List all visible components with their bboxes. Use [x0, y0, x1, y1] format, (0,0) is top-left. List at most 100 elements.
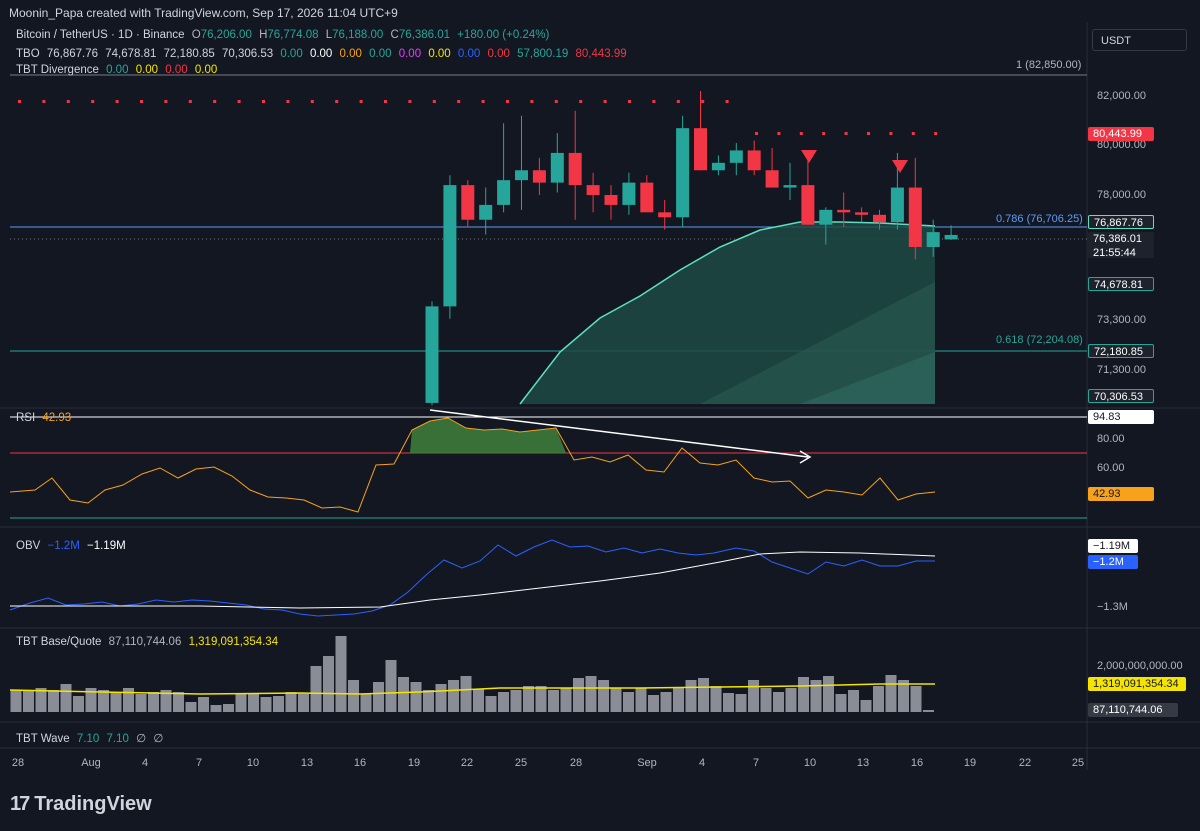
volume-bar	[698, 678, 709, 712]
time-axis-label: 13	[856, 757, 870, 769]
basequote-volume-tag: 87,110,744.06	[1088, 703, 1178, 717]
tbo-value: 0.00	[309, 48, 333, 60]
rsi-overbought-fill	[410, 418, 566, 453]
resistance-dot	[188, 100, 192, 103]
volume-bar	[510, 690, 522, 712]
wave-value: 7.10	[106, 733, 129, 745]
rsi-line	[9, 417, 936, 513]
bar-countdown: 21:55:44	[1093, 247, 1136, 259]
resistance-dot	[867, 132, 870, 135]
rsi-axis-label: 60.00	[1097, 462, 1125, 474]
volume-bar	[848, 690, 859, 712]
tbt-divergence-value: 0.00	[106, 64, 129, 76]
basequote-ma-tag: 1,319,091,354.34	[1088, 677, 1186, 691]
candle-body	[443, 185, 457, 307]
divergence-arrow	[429, 409, 809, 458]
volume-bar	[685, 680, 697, 712]
candle-body	[515, 170, 528, 181]
volume-bar	[923, 710, 934, 712]
candle-body	[640, 182, 654, 213]
ohlc-close: C76,386.01	[390, 29, 451, 41]
volume-bar	[160, 690, 172, 712]
time-axis-label: 25	[1071, 757, 1085, 769]
volume-bar	[910, 686, 922, 712]
tbo-cloud-inner	[800, 352, 935, 404]
volume-bar	[385, 660, 397, 712]
tbo-value: 74,678.81	[105, 48, 157, 60]
volume-bar	[898, 680, 909, 712]
volume-bar	[123, 688, 134, 712]
rsi-legend: RSI 42.93	[16, 412, 75, 424]
volume-bar	[148, 692, 159, 712]
volume-bar	[210, 705, 222, 712]
time-axis-label: Sep	[637, 757, 657, 769]
volume-bar	[573, 678, 584, 712]
obv-ma-tag: −1.19M	[1088, 539, 1138, 553]
resistance-dot	[432, 100, 436, 103]
volume-bar	[48, 690, 59, 712]
rsi-value-tag: 42.93	[1088, 487, 1154, 501]
basequote-label: TBT Base/Quote	[16, 636, 102, 648]
resistance-dot	[506, 100, 509, 103]
candle-body	[944, 234, 958, 240]
resistance-dot	[262, 100, 265, 103]
resistance-dot	[164, 100, 168, 103]
resistance-dot	[66, 100, 70, 103]
volume-bar	[460, 676, 472, 712]
tbo-cloud-inner	[700, 282, 935, 404]
volume-bar	[198, 697, 209, 712]
wave-value: ∅	[136, 733, 147, 745]
candle-body	[711, 162, 725, 171]
volume-bar	[248, 693, 259, 712]
volume-bar	[773, 692, 784, 712]
candle-body	[568, 152, 582, 186]
chart-header-credit: Moonin_Papa created with TradingView.com…	[9, 6, 398, 20]
price-axis-label: 82,000.00	[1097, 90, 1146, 102]
tbo-value: 0.00	[369, 48, 392, 60]
resistance-dot	[725, 100, 729, 103]
obv-line	[9, 539, 935, 617]
price-axis-label: 78,000.00	[1097, 189, 1146, 201]
volume-bar	[610, 688, 622, 712]
resistance-dot	[213, 100, 217, 103]
volume-bar	[710, 686, 722, 712]
candle-body	[855, 212, 869, 215]
volume-bar	[585, 676, 597, 712]
tbo-top-price-tag: 76,867.76	[1088, 215, 1154, 229]
rsi-label: RSI	[16, 412, 36, 424]
candle-body	[926, 232, 940, 247]
ohlc-high: H76,774.08	[259, 29, 319, 41]
volume-bar	[285, 692, 297, 712]
volume-bar	[535, 686, 547, 712]
volume-bar	[560, 688, 572, 712]
candle-body	[873, 214, 886, 223]
candle-body	[425, 306, 439, 403]
resistance-dot	[652, 100, 656, 103]
tbt-divergence-value: 0.00	[194, 64, 218, 76]
fib-1-label: 1 (82,850.00)	[1016, 59, 1082, 71]
candle-body	[801, 185, 815, 225]
volume-bar	[723, 693, 734, 712]
wave-legend: TBT Wave 7.10 7.10 ∅ ∅	[16, 731, 167, 745]
volume-bar	[323, 656, 334, 712]
tbo-label: TBO	[16, 48, 40, 60]
volume-bar	[23, 690, 34, 712]
volume-bar	[523, 686, 534, 712]
time-axis-label: 16	[910, 757, 924, 769]
volume-bar	[173, 692, 184, 712]
currency-selector[interactable]: USDT	[1092, 29, 1187, 51]
volume-bar	[235, 693, 247, 712]
volume-bar	[823, 676, 834, 712]
volume-bar	[648, 695, 659, 712]
volume-bar	[98, 690, 109, 712]
tbt-divergence-value: 0.00	[135, 64, 159, 76]
resistance-dot	[310, 100, 314, 103]
candle-body	[658, 212, 672, 218]
tbo-value: 0.00	[487, 48, 510, 60]
sell-signal-icon	[892, 160, 908, 173]
resistance-dot	[554, 100, 558, 103]
resistance-dot	[777, 132, 781, 135]
candle-body	[908, 187, 922, 247]
ohlc-open: O76,206.00	[191, 29, 252, 41]
